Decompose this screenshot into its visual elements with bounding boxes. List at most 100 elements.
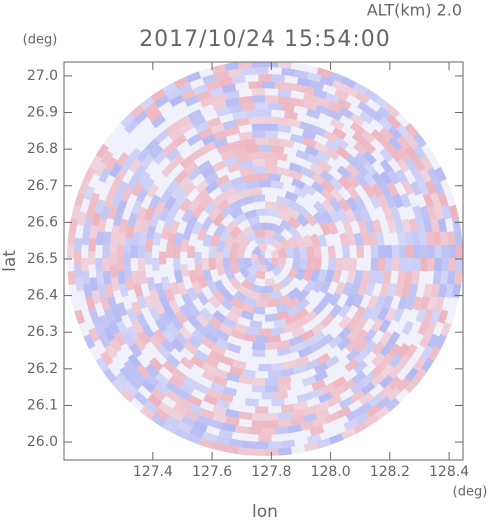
radar-cell <box>154 94 170 109</box>
radar-cell <box>341 76 357 89</box>
radar-cell <box>237 189 251 200</box>
radar-cell <box>223 156 238 167</box>
radar-cell <box>351 370 367 385</box>
radar-cell <box>203 200 218 215</box>
radar-cell <box>206 116 222 128</box>
radar-cell <box>81 258 89 272</box>
radar-cell <box>294 235 306 248</box>
radar-cell <box>352 207 364 223</box>
radar-cell <box>195 179 209 193</box>
radar-cell <box>205 80 221 91</box>
radar-cell <box>104 156 118 172</box>
radar-cell <box>258 328 272 336</box>
radar-cell <box>363 161 377 176</box>
radar-cell <box>265 229 276 239</box>
radar-cell <box>271 74 286 83</box>
radar-cell <box>437 283 447 298</box>
radar-cell <box>297 77 312 87</box>
radar-cell <box>74 309 86 325</box>
radar-cell <box>214 222 227 237</box>
radar-cell <box>202 431 217 443</box>
radar-cell <box>109 162 122 178</box>
radar-cell <box>304 145 320 157</box>
radar-cell <box>371 341 386 356</box>
radar-cell <box>194 251 202 265</box>
radar-cell <box>230 241 241 254</box>
radar-cell <box>83 166 96 182</box>
radar-cell <box>204 322 220 336</box>
y-tick-label: 27.0 <box>27 68 58 84</box>
radar-cell <box>222 119 237 130</box>
radar-cell <box>377 306 390 322</box>
radar-cell <box>262 285 274 294</box>
radar-cell <box>188 269 199 284</box>
radar-cell <box>427 244 435 258</box>
radar-cell <box>229 225 242 239</box>
radar-cell <box>145 138 160 153</box>
radar-cell <box>174 310 188 325</box>
radar-cell <box>313 370 329 383</box>
radar-cell <box>251 342 265 350</box>
radar-cell <box>268 370 282 379</box>
radar-cell <box>261 392 275 400</box>
radar-cell <box>301 375 317 387</box>
radar-cell <box>379 147 394 163</box>
radar-cell <box>91 289 102 305</box>
radar-cell <box>252 349 265 358</box>
radar-cell <box>201 337 216 350</box>
radar-cell <box>158 401 173 415</box>
radar-cell <box>282 322 297 334</box>
radar-cell <box>400 193 412 208</box>
radar-cell <box>422 308 434 324</box>
radar-cell <box>240 302 254 314</box>
radar-cell <box>356 245 365 258</box>
radar-cell <box>451 217 462 232</box>
radar-cell <box>150 414 166 428</box>
radar-cell <box>158 294 171 309</box>
radar-cell <box>316 67 332 79</box>
radar-cell <box>425 180 437 195</box>
radar-cell <box>88 192 100 208</box>
radar-cell <box>359 110 374 125</box>
radar-cell <box>108 181 121 196</box>
radar-cell <box>369 194 382 210</box>
radar-cell <box>248 81 262 89</box>
radar-cell <box>236 153 250 163</box>
radar-cell <box>434 258 442 272</box>
radar-cell <box>251 245 262 256</box>
radar-cell <box>384 194 397 209</box>
radar-cell <box>257 243 268 252</box>
radar-cell <box>329 118 345 131</box>
radar-cell <box>163 305 177 321</box>
radar-cell <box>158 207 171 222</box>
radar-cell <box>179 155 195 169</box>
radar-cell <box>88 251 96 265</box>
radar-cell <box>213 129 229 141</box>
radar-cell <box>251 95 265 103</box>
radar-cell <box>224 235 236 248</box>
radar-cell <box>258 109 272 117</box>
radar-cell <box>255 102 269 110</box>
radar-cell <box>220 149 235 161</box>
radar-cell <box>225 90 240 100</box>
radar-cell <box>277 418 292 428</box>
radar-cell <box>388 353 403 369</box>
radar-cell <box>127 212 138 227</box>
radar-cell <box>386 114 402 130</box>
radar-cell <box>413 144 427 160</box>
radar-cell <box>321 199 335 214</box>
radar-cell <box>211 441 227 452</box>
radar-cell <box>312 88 328 100</box>
radar-cell <box>364 88 380 102</box>
radar-cell <box>140 218 151 233</box>
radar-cell <box>251 130 265 139</box>
radar-cell <box>339 232 349 247</box>
radar-cell <box>218 323 234 336</box>
radar-cell <box>196 227 208 242</box>
radar-cell <box>113 169 127 185</box>
radar-cell <box>202 233 213 247</box>
radar-cell <box>246 265 258 277</box>
radar-cell <box>388 136 403 152</box>
radar-cell <box>277 411 292 421</box>
radar-cell <box>238 266 250 278</box>
